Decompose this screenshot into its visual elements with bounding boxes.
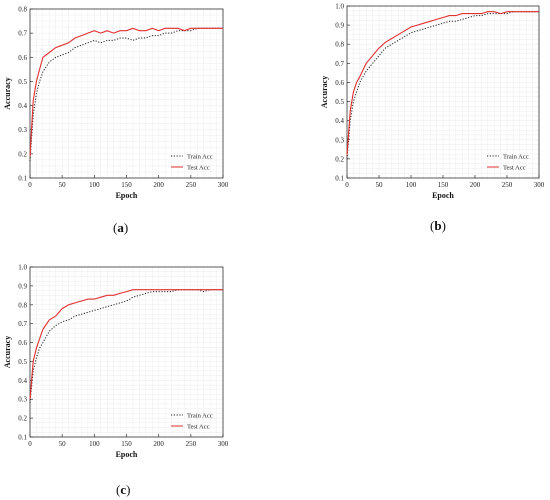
- x-tick-label: 300: [218, 440, 229, 448]
- y-axis-title: Accuracy: [320, 76, 329, 108]
- y-tick-label: 0.3: [18, 126, 27, 134]
- x-tick-label: 150: [121, 440, 132, 448]
- y-tick-label: 0.7: [18, 320, 27, 328]
- series-line-test: [29, 27, 223, 157]
- y-tick-label: 0.8: [18, 301, 27, 309]
- legend-label: Train Acc: [187, 154, 213, 161]
- x-tick-label: 100: [89, 440, 100, 448]
- x-tick-label: 300: [534, 181, 545, 189]
- x-tick-label: 250: [186, 440, 197, 448]
- x-tick-label: 50: [376, 181, 384, 189]
- y-tick-label: 0.8: [18, 6, 27, 14]
- x-tick-label: 50: [59, 181, 67, 189]
- chart-c: 0 50 100 150 200 250 300 0.1 0.2 0.3 0.4 0.5 0.6 0.7 0…: [3, 264, 229, 460]
- y-tick-label: 0.1: [18, 175, 27, 183]
- legend-label: Train Acc: [187, 413, 213, 420]
- y-tick-label: 1.0: [335, 3, 344, 11]
- y-tick-label: 0.6: [335, 79, 344, 87]
- chart-b: 0 50 100 150 200 250 300 0.1 0.2 0.3 0.4 0.5 0.6 0.7 0…: [320, 3, 545, 201]
- x-axis-title: Epoch: [116, 191, 138, 200]
- y-tick-label: 0.2: [335, 155, 344, 163]
- y-tick-label: 0.3: [335, 136, 344, 144]
- y-tick-label: 0.1: [335, 175, 344, 183]
- x-tick-label: 0: [28, 440, 32, 448]
- y-tick-label: 1.0: [18, 264, 27, 272]
- y-tick-label: 0.5: [18, 358, 27, 366]
- y-tick-label: 0.9: [18, 282, 27, 290]
- y-tick-label: 0.2: [18, 415, 27, 423]
- y-tick-label: 0.4: [18, 377, 27, 385]
- x-tick-label: 0: [345, 181, 349, 189]
- x-tick-label: 0: [28, 181, 32, 189]
- y-tick-label: 0.4: [18, 102, 27, 110]
- x-tick-label: 200: [153, 181, 164, 189]
- y-tick-label: 0.6: [18, 339, 27, 347]
- legend-label: Test Acc: [503, 165, 526, 172]
- y-tick-label: 0.6: [18, 54, 27, 62]
- x-tick-label: 200: [153, 440, 164, 448]
- legend-label: Train Acc: [503, 154, 529, 161]
- y-tick-label: 0.7: [335, 60, 344, 68]
- y-tick-label: 0.8: [335, 41, 344, 49]
- x-tick-label: 150: [438, 181, 449, 189]
- legend-label: Test Acc: [187, 165, 210, 172]
- caption-a: (a): [113, 220, 129, 235]
- y-tick-label: 0.7: [18, 30, 27, 38]
- legend-label: Test Acc: [187, 424, 210, 431]
- y-tick-label: 0.2: [18, 150, 27, 158]
- x-tick-label: 150: [121, 181, 132, 189]
- y-tick-label: 0.5: [18, 78, 27, 86]
- chart-a: 0 50 100 150 200 250 300 0.1 0.2 0.3 0.4 0.5 0.6 0.7 0…: [3, 6, 229, 201]
- series-line-train: [346, 11, 539, 159]
- y-tick-label: 0.4: [335, 117, 344, 125]
- y-tick-label: 0.1: [18, 434, 27, 442]
- caption-b: (b): [430, 218, 446, 233]
- x-tick-label: 300: [218, 181, 229, 189]
- series-line-test: [346, 11, 539, 156]
- x-tick-label: 250: [186, 181, 197, 189]
- y-axis-title: Accuracy: [3, 77, 12, 109]
- y-axis-title: Accuracy: [3, 336, 12, 368]
- caption-c: (c): [116, 482, 131, 497]
- x-axis-title: Epoch: [116, 450, 138, 459]
- y-tick-label: 0.9: [335, 22, 344, 30]
- series-line-test: [29, 289, 223, 400]
- x-tick-label: 50: [59, 440, 67, 448]
- y-tick-label: 0.3: [18, 396, 27, 404]
- x-tick-label: 250: [502, 181, 513, 189]
- x-tick-label: 200: [470, 181, 481, 189]
- series-line-train: [29, 27, 223, 162]
- y-tick-label: 0.5: [335, 98, 344, 106]
- x-tick-label: 100: [406, 181, 417, 189]
- x-axis-title: Epoch: [432, 191, 454, 200]
- x-tick-label: 100: [89, 181, 100, 189]
